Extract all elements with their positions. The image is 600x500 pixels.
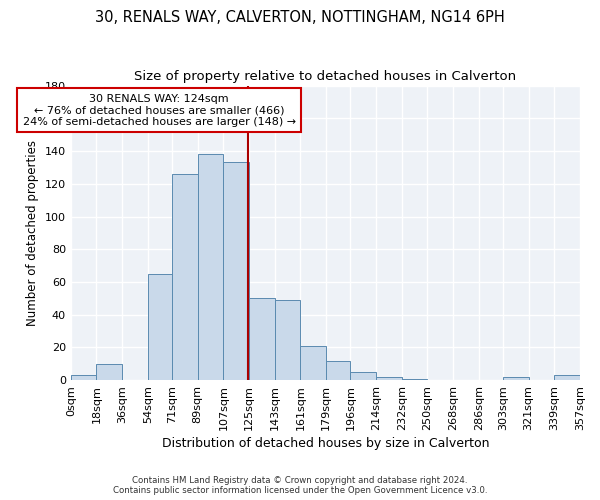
Bar bbox=[223, 162, 249, 380]
Bar bbox=[172, 174, 198, 380]
Bar bbox=[376, 377, 402, 380]
Bar bbox=[249, 298, 275, 380]
Text: 30, RENALS WAY, CALVERTON, NOTTINGHAM, NG14 6PH: 30, RENALS WAY, CALVERTON, NOTTINGHAM, N… bbox=[95, 10, 505, 25]
Bar bbox=[554, 376, 580, 380]
Bar bbox=[275, 300, 301, 380]
Bar bbox=[326, 360, 350, 380]
Text: 30 RENALS WAY: 124sqm
← 76% of detached houses are smaller (466)
24% of semi-det: 30 RENALS WAY: 124sqm ← 76% of detached … bbox=[23, 94, 296, 127]
Bar bbox=[198, 154, 223, 380]
Bar bbox=[301, 346, 326, 380]
Y-axis label: Number of detached properties: Number of detached properties bbox=[26, 140, 39, 326]
Bar bbox=[402, 378, 427, 380]
Bar bbox=[148, 274, 172, 380]
Text: Contains HM Land Registry data © Crown copyright and database right 2024.
Contai: Contains HM Land Registry data © Crown c… bbox=[113, 476, 487, 495]
Bar bbox=[350, 372, 376, 380]
Bar bbox=[503, 377, 529, 380]
Bar bbox=[97, 364, 122, 380]
Bar bbox=[71, 376, 97, 380]
Title: Size of property relative to detached houses in Calverton: Size of property relative to detached ho… bbox=[134, 70, 517, 83]
X-axis label: Distribution of detached houses by size in Calverton: Distribution of detached houses by size … bbox=[161, 437, 489, 450]
